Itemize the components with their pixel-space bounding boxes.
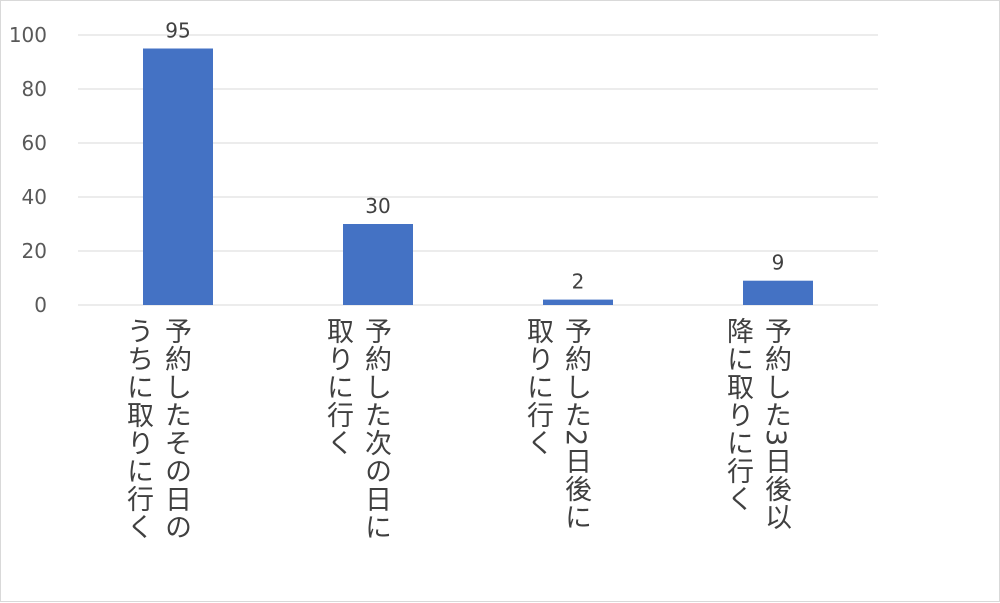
- data-label: 95: [165, 19, 190, 43]
- category-label: 予約した次の日に: [360, 317, 391, 541]
- data-label: 9: [772, 251, 785, 275]
- category-label: 降に取りに行く: [722, 317, 753, 513]
- category-label: 予約したその日の: [160, 317, 191, 541]
- category-label: うちに取りに行く: [122, 317, 153, 541]
- y-tick-label: 100: [9, 23, 47, 47]
- y-tick-label: 0: [34, 293, 47, 317]
- bar: [343, 224, 413, 305]
- y-tick-label: 20: [22, 239, 47, 263]
- category-label: 取りに行く: [322, 317, 353, 457]
- y-tick-label: 80: [22, 77, 47, 101]
- category-label: 予約した3日後以: [760, 317, 791, 532]
- y-tick-label: 40: [22, 185, 47, 209]
- y-tick-label: 60: [22, 131, 47, 155]
- category-label: 取りに行く: [522, 317, 553, 457]
- bar: [743, 280, 813, 305]
- bar: [543, 299, 613, 305]
- bar: [143, 48, 213, 305]
- data-label: 2: [572, 270, 585, 294]
- data-label: 30: [365, 194, 390, 218]
- category-label: 予約した2日後に: [560, 317, 591, 532]
